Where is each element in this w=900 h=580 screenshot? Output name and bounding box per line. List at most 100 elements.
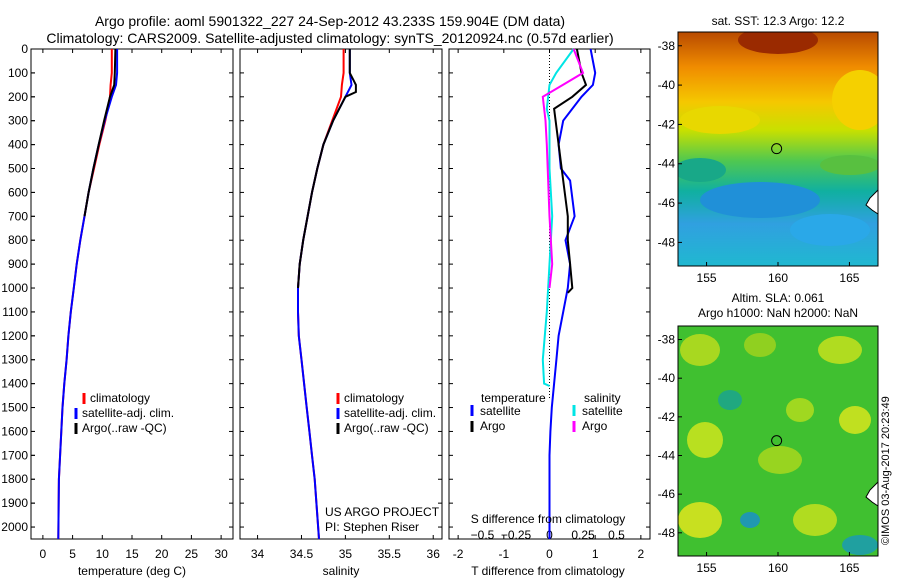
map-y-tick-label: -46 [658, 487, 676, 501]
sst-map-field [678, 32, 878, 266]
depth-tick-label: 2000 [1, 520, 28, 534]
x-tick-label: 15 [125, 547, 139, 561]
sla-map-title: Altim. SLA: 0.061 [732, 291, 825, 305]
series-temperature-satellite [548, 48, 597, 539]
legend-title-temperature: temperature [481, 391, 546, 405]
x-tick-label: 20 [155, 547, 169, 561]
depth-tick-label: 500 [8, 162, 28, 176]
depth-tick-label: 1200 [1, 329, 28, 343]
map-y-tick-label: -38 [658, 333, 676, 347]
figure-title-line2: Climatology: CARS2009. Satellite-adjuste… [46, 30, 614, 46]
x-tick-label: 36 [427, 547, 441, 561]
map-y-tick-label: -44 [658, 157, 676, 171]
depth-tick-label: 1300 [1, 353, 28, 367]
series-temperature-argo [553, 48, 588, 294]
x-tick-label: -2 [453, 547, 464, 561]
depth-tick-label: 100 [8, 66, 28, 80]
salinity-plot-frame [239, 48, 443, 540]
depth-tick-label: 1500 [1, 401, 28, 415]
series-climatology [297, 49, 345, 540]
difference-chart: -2 -1 0 1 2−0.5 −0.25 0 0.25 0.5 [449, 48, 650, 561]
depth-tick-label: 400 [8, 138, 28, 152]
sla-argo-position-marker [771, 435, 783, 447]
legend-label-argo: Argo(..raw -QC) [82, 421, 167, 435]
depth-tick-label: 900 [8, 257, 28, 271]
x2-tick-label: 0.25 [571, 528, 595, 542]
map-y-tick-label: -46 [658, 196, 676, 210]
imos-credit: ©IMOS 03-Aug-2017 20:23:49 [880, 396, 892, 545]
depth-tick-label: 300 [8, 114, 28, 128]
legend-label-climatology: climatology [344, 391, 404, 405]
map-y-tick-label: -38 [658, 39, 676, 53]
legend-label-climatology: climatology [90, 391, 150, 405]
map-y-tick-label: -42 [658, 410, 676, 424]
map-x-tick-label: 160 [768, 561, 788, 575]
temperature-xlabel: temperature (deg C) [78, 564, 186, 578]
map-y-tick-label: -40 [658, 78, 676, 92]
depth-axis: 0 100 200 300 400 500 600 700 800 900 1000 1100 1200… [1, 42, 35, 534]
x-tick-label: 5 [69, 547, 76, 561]
difference-xlabel2: S difference from climatology [471, 512, 626, 526]
x-tick-label: 0 [546, 547, 553, 561]
depth-tick-label: 1900 [1, 496, 28, 510]
x-tick-label: 30 [214, 547, 228, 561]
difference-xlabel: T difference from climatology [471, 564, 625, 578]
series-salinity-argo [541, 48, 585, 289]
series-argo-raw-qc- [297, 49, 357, 289]
temperature-legend: climatology satellite-adj. clim. Argo(..… [74, 391, 174, 435]
sla-map-field [678, 326, 878, 556]
sst-coastline [865, 188, 879, 215]
salinity-legend: climatology satellite-adj. clim. Argo(..… [336, 391, 436, 435]
map-y-tick-label: -44 [658, 448, 676, 462]
x2-tick-label: 0.5 [608, 528, 625, 542]
x-tick-label: -1 [498, 547, 509, 561]
depth-tick-label: 1700 [1, 448, 28, 462]
x-tick-label: 2 [638, 547, 645, 561]
temperature-plot-frame [30, 48, 234, 540]
legend-label-temp-argo: Argo [480, 419, 506, 433]
salinity-xlabel: salinity [323, 564, 360, 578]
depth-tick-label: 1400 [1, 377, 28, 391]
depth-tick-label: 600 [8, 185, 28, 199]
map-x-tick-label: 155 [697, 561, 717, 575]
x-tick-label: 35.5 [378, 547, 402, 561]
map-x-tick-label: 165 [839, 271, 859, 285]
sst-map-axes: 155 160 165 -38 -40 -42 -44 -46 -48 [658, 39, 860, 285]
map-x-tick-label: 160 [768, 271, 788, 285]
map-y-tick-label: -48 [658, 235, 676, 249]
map-x-tick-label: 155 [697, 271, 717, 285]
series-satellite-adj-clim- [57, 49, 119, 540]
figure-title-line1: Argo profile: aoml 5901322_227 24-Sep-20… [94, 13, 566, 29]
x-tick-label: 34.5 [290, 547, 314, 561]
x-tick-label: 35 [339, 547, 353, 561]
sla-map-subtitle: Argo h1000: NaN h2000: NaN [698, 306, 858, 320]
series-salinity-satellite [541, 48, 575, 387]
sla-coastline [865, 480, 879, 507]
depth-tick-label: 800 [8, 233, 28, 247]
legend-label-argo: Argo(..raw -QC) [344, 421, 429, 435]
legend-label-temp-satellite: satellite [480, 404, 521, 418]
depth-tick-label: 1000 [1, 281, 28, 295]
map-x-tick-label: 165 [839, 561, 859, 575]
x-tick-label: 10 [96, 547, 110, 561]
legend-label-satellite: satellite-adj. clim. [344, 406, 436, 420]
difference-legend: temperature salinity satellite Argo sate… [470, 391, 623, 433]
sst-map-title: sat. SST: 12.3 Argo: 12.2 [712, 14, 845, 28]
depth-tick-label: 700 [8, 209, 28, 223]
x-tick-label: 1 [592, 547, 599, 561]
depth-tick-label: 200 [8, 90, 28, 104]
map-y-tick-label: -42 [658, 117, 676, 131]
legend-label-sal-argo: Argo [582, 419, 608, 433]
temperature-chart: 0 5 10 15 20 25 30 [31, 48, 233, 561]
project-annotation: US ARGO PROJECT [325, 505, 440, 519]
sst-argo-position-marker [771, 143, 783, 155]
depth-tick-label: 1800 [1, 472, 28, 486]
x-tick-label: 25 [185, 547, 199, 561]
series-satellite-adj-clim- [297, 49, 353, 540]
legend-title-salinity: salinity [584, 391, 621, 405]
depth-tick-label: 0 [21, 42, 28, 56]
salinity-chart: 34 34.5 35 35.5 36 [240, 48, 442, 561]
legend-label-sal-satellite: satellite [582, 404, 623, 418]
x-tick-label: 0 [40, 547, 47, 561]
